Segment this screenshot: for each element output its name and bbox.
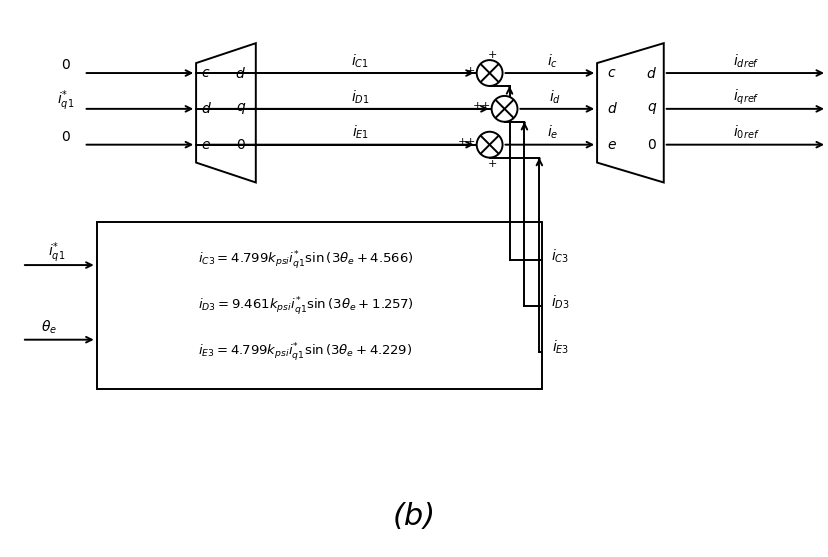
Text: $i_{E3}$: $i_{E3}$ [551,339,568,356]
Polygon shape [596,43,663,183]
Text: $i_{0ref}$: $i_{0ref}$ [732,124,758,141]
Text: $i_{C3}=4.799k_{psi}i_{q1}^{*}\sin\left(3\theta_e+4.566\right)$: $i_{C3}=4.799k_{psi}i_{q1}^{*}\sin\left(… [197,249,413,271]
Text: $i_{q1}^{*}$: $i_{q1}^{*}$ [48,241,65,265]
Bar [97,222,542,389]
Text: $0$: $0$ [60,130,70,144]
Text: $i_{D1}$: $i_{D1}$ [350,88,369,106]
Text: $i_{D3}$: $i_{D3}$ [551,293,569,311]
Text: $d$: $d$ [646,66,657,81]
Text: $d$: $d$ [606,101,617,116]
Text: $+$: $+$ [471,100,481,111]
Text: $+$: $+$ [464,136,474,147]
Text: $i_{D3}=9.461k_{psi}i_{q1}^{*}\sin\left(3\theta_e+1.257\right)$: $i_{D3}=9.461k_{psi}i_{q1}^{*}\sin\left(… [197,295,413,317]
Text: (b): (b) [392,502,436,531]
Text: $i_c$: $i_c$ [546,52,557,70]
Text: $q$: $q$ [646,101,656,116]
Text: $0$: $0$ [60,58,70,72]
Text: $\theta_e$: $\theta_e$ [41,319,57,336]
Text: $e$: $e$ [606,138,616,152]
Text: $d$: $d$ [235,66,246,81]
Circle shape [476,60,502,86]
Text: $e$: $e$ [201,138,211,152]
Circle shape [491,96,517,122]
Text: $i_{C1}$: $i_{C1}$ [351,52,368,70]
Text: $c$: $c$ [607,66,616,80]
Text: $i_{E1}$: $i_{E1}$ [351,124,368,141]
Text: $d$: $d$ [200,101,211,116]
Text: $i_{C3}$: $i_{C3}$ [551,247,569,265]
Text: $i_{E3}=4.799k_{psi}i_{q1}^{*}\sin\left(3\theta_e+4.229\right)$: $i_{E3}=4.799k_{psi}i_{q1}^{*}\sin\left(… [198,341,412,363]
Text: $i_{q1}^{*}$: $i_{q1}^{*}$ [57,89,75,113]
Text: $+$: $+$ [486,158,496,169]
Text: $i_e$: $i_e$ [546,124,557,141]
Text: $c$: $c$ [201,66,210,80]
Text: $0$: $0$ [646,138,656,152]
Circle shape [476,132,502,158]
Polygon shape [196,43,256,183]
Text: $i_{dref}$: $i_{dref}$ [732,52,758,70]
Text: $i_d$: $i_d$ [549,88,561,106]
Text: $+$: $+$ [479,100,489,111]
Text: $+$: $+$ [486,48,496,60]
Text: $+$: $+$ [456,136,466,147]
Text: $i_{qref}$: $i_{qref}$ [732,87,758,106]
Text: $+$: $+$ [464,65,474,76]
Text: $q$: $q$ [235,101,246,116]
Text: $0$: $0$ [236,138,245,152]
